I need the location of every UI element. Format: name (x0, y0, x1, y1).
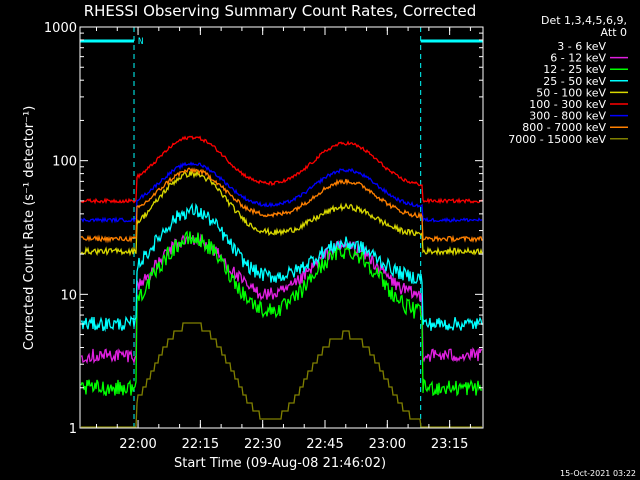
y-axis: 1 10 100 1000 (44, 21, 483, 437)
series-3 (80, 202, 483, 333)
series-line-8 (81, 322, 482, 428)
x-axis-label: Start Time (09-Aug-08 21:46:02) (174, 456, 386, 471)
y-tick-label-3: 1000 (44, 21, 77, 36)
series-6 (80, 161, 483, 224)
x-tick-label-4: 23:00 (369, 437, 406, 452)
legend-title-line2: Att 0 (601, 26, 627, 39)
legend-label-6: 300 - 800 keV (529, 110, 606, 123)
date-stamp: 15-Oct-2021 03:22 (560, 469, 636, 478)
x-tick-label-1: 22:15 (182, 437, 219, 452)
series-line-1 (80, 233, 483, 365)
legend-label-1: 6 - 12 keV (550, 52, 606, 65)
series-line-5 (80, 135, 483, 205)
plot-area: N (79, 27, 484, 428)
series-line-3 (80, 202, 483, 333)
series-line-2 (80, 230, 483, 397)
y-tick-label-1: 10 (60, 288, 77, 303)
series-2 (80, 230, 483, 397)
y-axis-label: Corrected Count Rate (s⁻¹ detector⁻¹) (22, 106, 37, 351)
legend-label-5: 100 - 300 keV (529, 98, 606, 111)
series-4 (80, 169, 483, 257)
series-5 (80, 135, 483, 205)
series-7 (80, 167, 483, 244)
x-axis: 22:00 22:15 22:30 22:45 23:00 23:15 (95, 27, 471, 452)
legend-label-2: 12 - 25 keV (543, 63, 606, 76)
series-line-6 (80, 161, 483, 224)
legend-label-7: 800 - 7000 keV (522, 121, 606, 134)
series-8 (81, 322, 482, 428)
series-line-7 (80, 167, 483, 244)
x-tick-label-5: 23:15 (431, 437, 468, 452)
series-1 (80, 233, 483, 365)
legend-title-line1: Det 1,3,4,5,6,9, (541, 14, 627, 27)
legend-label-3: 25 - 50 keV (543, 75, 606, 88)
series-0 (80, 250, 483, 400)
series-line-4 (80, 169, 483, 257)
legend-label-4: 50 - 100 keV (536, 86, 606, 99)
saa-label-0: N (138, 37, 143, 47)
x-tick-label-0: 22:00 (119, 437, 156, 452)
x-tick-label-2: 22:30 (244, 437, 281, 452)
x-tick-label-3: 22:45 (306, 437, 343, 452)
legend-label-0: 3 - 6 keV (557, 40, 606, 53)
legend-label-8: 7000 - 15000 keV (508, 133, 606, 146)
y-tick-label-2: 100 (52, 155, 77, 170)
plot-frame (79, 26, 484, 429)
series-line-0 (80, 250, 483, 400)
chart-title: RHESSI Observing Summary Count Rates, Co… (84, 2, 477, 20)
y-tick-label-0: 1 (69, 422, 77, 437)
